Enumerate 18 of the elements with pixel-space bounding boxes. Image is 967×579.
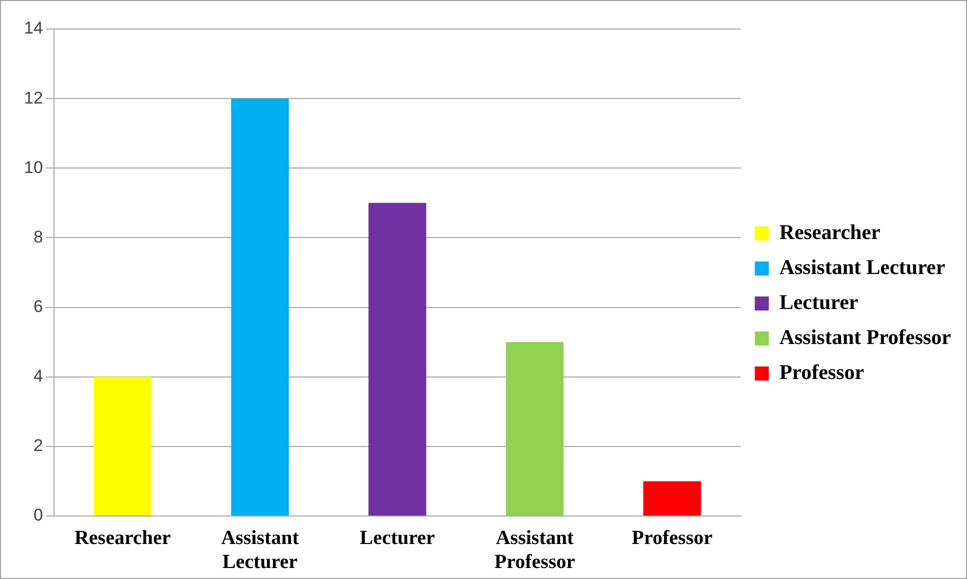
y-tick-label: 10 [24,158,43,177]
legend-label: Lecturer [779,290,858,314]
x-tick-label: Professor [632,527,713,550]
legend-label: Assistant Professor [779,324,952,349]
x-tick-label: Researcher [74,527,171,550]
x-tick-label: Assistant Professor [494,527,576,574]
y-tick-label: 6 [33,296,43,316]
y-tick-label: 2 [33,436,43,456]
y-tick-label: 12 [24,88,43,108]
legend-label: Assistant Lecturer [779,254,946,279]
y-tick-label: 14 [24,18,43,38]
legend-label: Professor [779,360,864,384]
legend-label: Researcher [779,220,880,244]
x-tick-label: Lecturer [360,527,436,550]
y-tick-label: 4 [33,366,43,386]
x-tick-label: Assistant Lecturer [221,527,300,574]
y-tick-label: 0 [33,506,43,525]
y-tick-label: 8 [33,227,43,246]
